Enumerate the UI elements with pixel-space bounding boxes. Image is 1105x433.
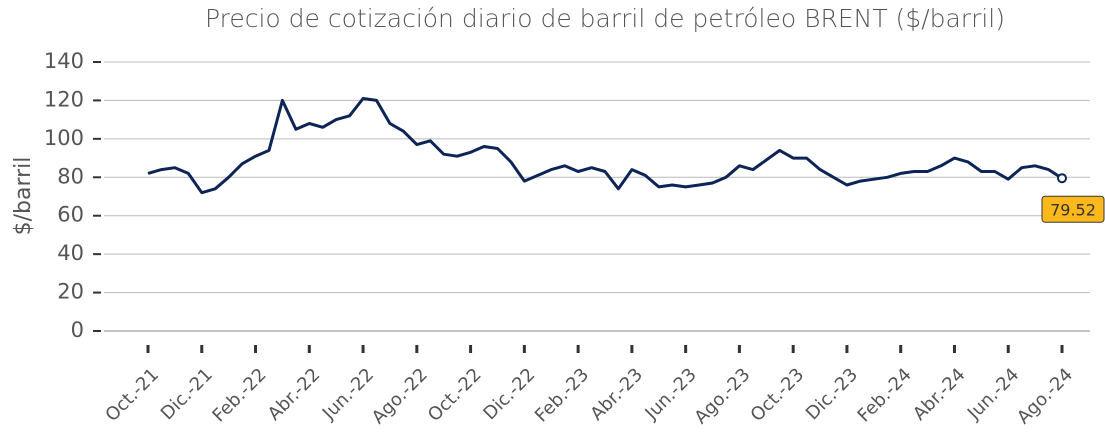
x-tick-label: Ago.-24 <box>1013 364 1077 428</box>
x-tick-label: Oct.-21 <box>101 364 163 426</box>
x-tick-label: Oct.-22 <box>424 364 486 426</box>
line-series <box>147 97 1063 195</box>
x-tick-label: Abr.-22 <box>264 364 325 425</box>
x-tick-label: Feb.-22 <box>208 364 270 426</box>
chart-title: Precio de cotización diario de barril de… <box>205 4 1005 33</box>
x-tick-label: Feb.-24 <box>854 364 916 426</box>
y-tick-label: 140 <box>44 49 84 73</box>
x-tick-label: Dic.-23 <box>802 364 862 424</box>
end-label-box <box>1041 195 1105 223</box>
y-tick-label: 40 <box>57 241 84 265</box>
x-tick-label: Ago.-23 <box>690 364 754 428</box>
y-tick-label: 60 <box>57 203 84 227</box>
x-tick-label: Abr.-24 <box>909 364 970 425</box>
x-tick-label: Ago.-22 <box>368 364 432 428</box>
end-label: 79.52 <box>1050 201 1096 220</box>
y-tick-label: 120 <box>44 87 84 111</box>
x-tick-label: Abr.-23 <box>586 364 647 425</box>
x-tick-label: Oct.-23 <box>747 364 809 426</box>
y-tick-label: 100 <box>44 126 84 150</box>
y-tick-label: 80 <box>57 164 84 188</box>
y-axis-label: $/barril <box>11 157 36 236</box>
x-tick-label: Dic.-22 <box>479 364 539 424</box>
y-tick-label: 0 <box>71 318 84 342</box>
end-point <box>1057 173 1067 184</box>
x-tick-label: Feb.-23 <box>531 364 593 426</box>
x-tick-label: Dic.-21 <box>157 364 217 424</box>
y-tick-label: 20 <box>57 280 84 304</box>
